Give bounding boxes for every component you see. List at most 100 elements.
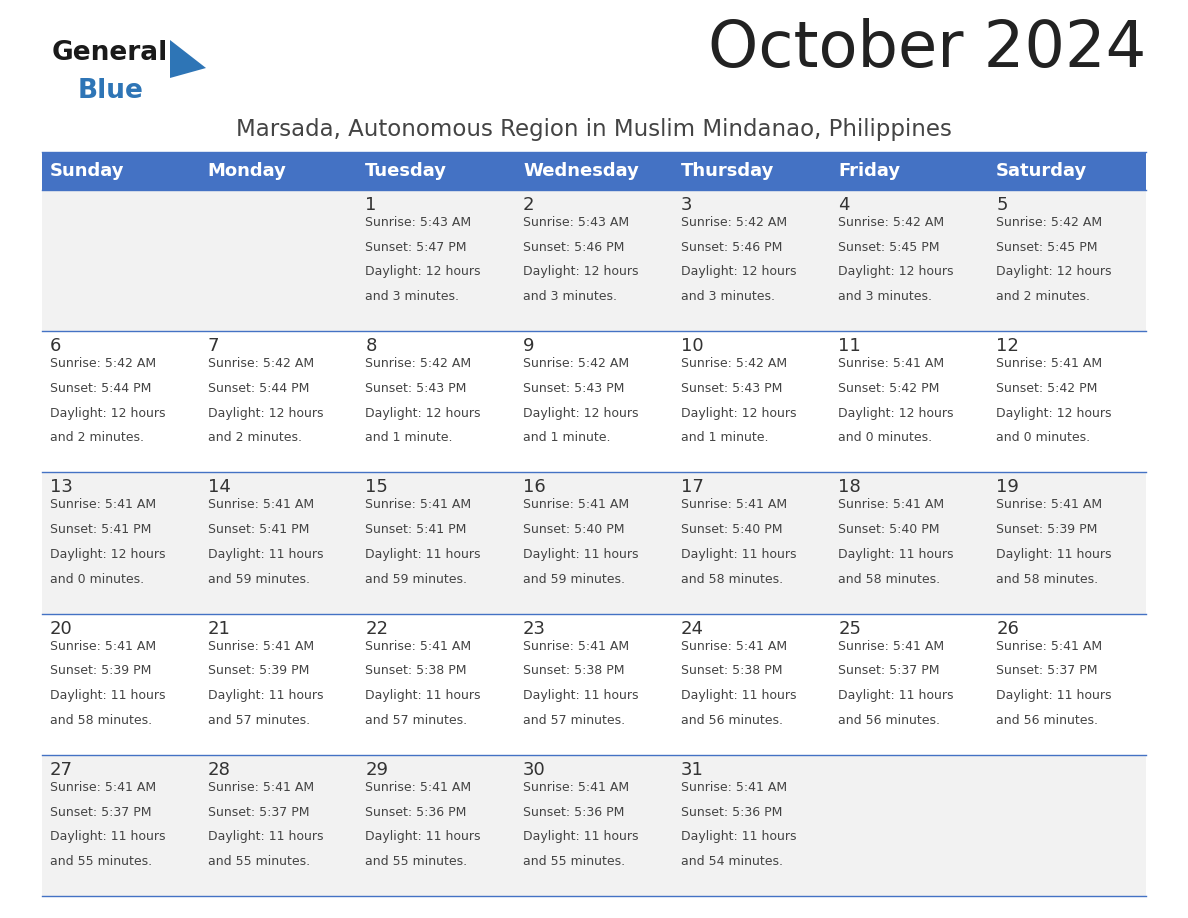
Text: Sunset: 5:44 PM: Sunset: 5:44 PM (208, 382, 309, 395)
Text: Sunrise: 5:41 AM: Sunrise: 5:41 AM (839, 357, 944, 370)
Text: 25: 25 (839, 620, 861, 638)
Text: Sunrise: 5:42 AM: Sunrise: 5:42 AM (997, 216, 1102, 229)
Text: 23: 23 (523, 620, 546, 638)
Text: Daylight: 11 hours: Daylight: 11 hours (208, 689, 323, 702)
Text: Sunrise: 5:41 AM: Sunrise: 5:41 AM (839, 498, 944, 511)
Text: Sunrise: 5:41 AM: Sunrise: 5:41 AM (997, 357, 1102, 370)
Text: 4: 4 (839, 196, 849, 214)
Text: Sunrise: 5:41 AM: Sunrise: 5:41 AM (681, 781, 786, 794)
Text: Daylight: 11 hours: Daylight: 11 hours (681, 830, 796, 844)
Text: Daylight: 11 hours: Daylight: 11 hours (366, 689, 481, 702)
Text: Sunday: Sunday (50, 162, 125, 180)
Text: Sunrise: 5:41 AM: Sunrise: 5:41 AM (523, 498, 630, 511)
Text: Sunset: 5:41 PM: Sunset: 5:41 PM (50, 523, 151, 536)
Text: Thursday: Thursday (681, 162, 775, 180)
Text: 12: 12 (997, 337, 1019, 355)
Text: and 3 minutes.: and 3 minutes. (681, 290, 775, 303)
Text: Monday: Monday (208, 162, 286, 180)
Text: 9: 9 (523, 337, 535, 355)
Text: Sunset: 5:38 PM: Sunset: 5:38 PM (523, 665, 625, 677)
Text: Daylight: 12 hours: Daylight: 12 hours (366, 407, 481, 420)
Text: Sunrise: 5:41 AM: Sunrise: 5:41 AM (366, 640, 472, 653)
Text: Sunset: 5:39 PM: Sunset: 5:39 PM (50, 665, 151, 677)
Bar (42, 755, 1146, 896)
Text: and 56 minutes.: and 56 minutes. (681, 713, 783, 727)
Text: 28: 28 (208, 761, 230, 778)
Bar (42, 473, 1146, 613)
Text: Sunrise: 5:41 AM: Sunrise: 5:41 AM (366, 781, 472, 794)
Text: Sunrise: 5:42 AM: Sunrise: 5:42 AM (366, 357, 472, 370)
Text: Sunrise: 5:41 AM: Sunrise: 5:41 AM (50, 498, 156, 511)
Text: Daylight: 12 hours: Daylight: 12 hours (208, 407, 323, 420)
Text: and 3 minutes.: and 3 minutes. (523, 290, 617, 303)
Text: Sunset: 5:37 PM: Sunset: 5:37 PM (839, 665, 940, 677)
Text: General: General (52, 40, 169, 66)
Text: Sunrise: 5:42 AM: Sunrise: 5:42 AM (208, 357, 314, 370)
Text: and 1 minute.: and 1 minute. (681, 431, 769, 444)
Text: Saturday: Saturday (997, 162, 1087, 180)
Text: Sunset: 5:41 PM: Sunset: 5:41 PM (208, 523, 309, 536)
Text: Sunrise: 5:41 AM: Sunrise: 5:41 AM (208, 498, 314, 511)
Text: Daylight: 11 hours: Daylight: 11 hours (839, 548, 954, 561)
Text: 16: 16 (523, 478, 545, 497)
Text: and 2 minutes.: and 2 minutes. (208, 431, 302, 444)
Text: and 55 minutes.: and 55 minutes. (366, 855, 467, 868)
Text: and 59 minutes.: and 59 minutes. (523, 573, 625, 586)
Text: 3: 3 (681, 196, 693, 214)
Text: Sunrise: 5:41 AM: Sunrise: 5:41 AM (366, 498, 472, 511)
Text: Daylight: 11 hours: Daylight: 11 hours (208, 548, 323, 561)
Text: and 58 minutes.: and 58 minutes. (839, 573, 941, 586)
Text: and 55 minutes.: and 55 minutes. (523, 855, 625, 868)
Text: Sunset: 5:37 PM: Sunset: 5:37 PM (997, 665, 1098, 677)
Text: and 3 minutes.: and 3 minutes. (366, 290, 460, 303)
Bar (200, 152, 358, 190)
Text: Sunrise: 5:41 AM: Sunrise: 5:41 AM (523, 781, 630, 794)
Text: and 1 minute.: and 1 minute. (366, 431, 453, 444)
Bar (42, 190, 1146, 331)
Text: 10: 10 (681, 337, 703, 355)
Text: Daylight: 12 hours: Daylight: 12 hours (839, 407, 954, 420)
Text: Sunrise: 5:41 AM: Sunrise: 5:41 AM (681, 640, 786, 653)
Text: 21: 21 (208, 620, 230, 638)
Text: Sunset: 5:46 PM: Sunset: 5:46 PM (681, 241, 782, 253)
Text: Sunset: 5:43 PM: Sunset: 5:43 PM (523, 382, 625, 395)
Text: Sunrise: 5:42 AM: Sunrise: 5:42 AM (681, 357, 786, 370)
Text: Sunset: 5:43 PM: Sunset: 5:43 PM (681, 382, 782, 395)
Text: Daylight: 11 hours: Daylight: 11 hours (366, 830, 481, 844)
Text: Daylight: 11 hours: Daylight: 11 hours (208, 830, 323, 844)
Text: Daylight: 11 hours: Daylight: 11 hours (997, 548, 1112, 561)
Text: and 2 minutes.: and 2 minutes. (997, 290, 1091, 303)
Text: Daylight: 11 hours: Daylight: 11 hours (681, 689, 796, 702)
Text: Daylight: 12 hours: Daylight: 12 hours (681, 407, 796, 420)
Text: Sunrise: 5:41 AM: Sunrise: 5:41 AM (50, 640, 156, 653)
Text: Sunset: 5:39 PM: Sunset: 5:39 PM (208, 665, 309, 677)
Text: Sunrise: 5:42 AM: Sunrise: 5:42 AM (50, 357, 156, 370)
Text: Sunrise: 5:43 AM: Sunrise: 5:43 AM (366, 216, 472, 229)
Text: Sunset: 5:38 PM: Sunset: 5:38 PM (681, 665, 782, 677)
Text: Daylight: 11 hours: Daylight: 11 hours (366, 548, 481, 561)
Text: Sunrise: 5:41 AM: Sunrise: 5:41 AM (208, 781, 314, 794)
Text: and 58 minutes.: and 58 minutes. (681, 573, 783, 586)
Text: and 54 minutes.: and 54 minutes. (681, 855, 783, 868)
Text: Sunrise: 5:41 AM: Sunrise: 5:41 AM (523, 640, 630, 653)
Text: Sunset: 5:46 PM: Sunset: 5:46 PM (523, 241, 625, 253)
Text: Daylight: 11 hours: Daylight: 11 hours (523, 689, 638, 702)
Text: Sunrise: 5:41 AM: Sunrise: 5:41 AM (997, 640, 1102, 653)
Bar (830, 152, 988, 190)
Text: Sunset: 5:40 PM: Sunset: 5:40 PM (681, 523, 782, 536)
Text: Daylight: 12 hours: Daylight: 12 hours (997, 407, 1112, 420)
Bar (358, 152, 516, 190)
Text: 24: 24 (681, 620, 703, 638)
Text: Sunset: 5:40 PM: Sunset: 5:40 PM (523, 523, 625, 536)
Text: Sunset: 5:41 PM: Sunset: 5:41 PM (366, 523, 467, 536)
Text: Daylight: 11 hours: Daylight: 11 hours (523, 830, 638, 844)
Text: Sunset: 5:37 PM: Sunset: 5:37 PM (208, 805, 309, 819)
Text: Marsada, Autonomous Region in Muslim Mindanao, Philippines: Marsada, Autonomous Region in Muslim Min… (236, 118, 952, 141)
Text: Daylight: 12 hours: Daylight: 12 hours (839, 265, 954, 278)
Text: 2: 2 (523, 196, 535, 214)
Text: Sunset: 5:45 PM: Sunset: 5:45 PM (997, 241, 1098, 253)
Text: Daylight: 12 hours: Daylight: 12 hours (50, 407, 165, 420)
Text: Daylight: 12 hours: Daylight: 12 hours (523, 407, 638, 420)
Bar (42, 331, 1146, 473)
Text: 6: 6 (50, 337, 62, 355)
